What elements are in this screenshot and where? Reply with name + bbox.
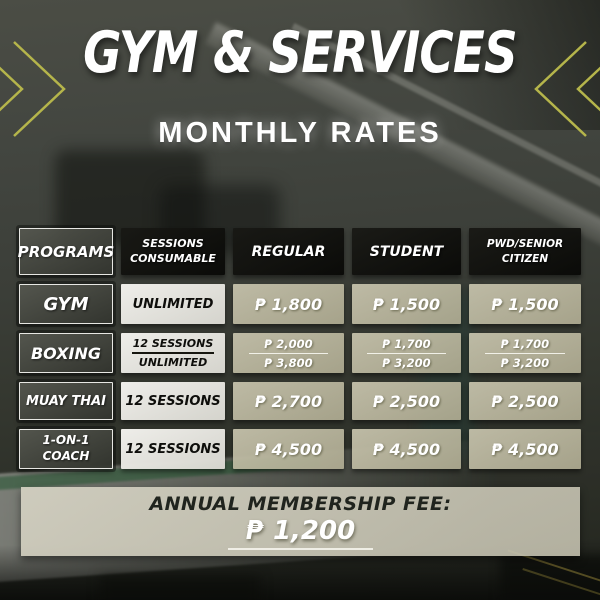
bg-equipment-silhouette-2 xyxy=(100,576,260,600)
divider xyxy=(132,352,214,354)
muay-thai-student-price: ₱ 2,500 xyxy=(352,382,461,420)
divider xyxy=(248,352,329,354)
chevrons-left-icon xyxy=(534,41,600,137)
divider xyxy=(367,352,446,354)
bg-equipment-silhouette xyxy=(500,555,600,600)
muay-thai-sessions: 12 SESSIONS xyxy=(121,382,225,420)
coach-pwd-price: ₱ 4,500 xyxy=(469,429,581,469)
annual-fee-banner: ANNUAL MEMBERSHIP FEE: ₱ 1,200 xyxy=(21,487,580,556)
boxing-sessions-tier1: 12 SESSIONS xyxy=(132,337,214,350)
gym-student-price: ₱ 1,500 xyxy=(352,284,461,324)
program-boxing: BOXING xyxy=(19,333,113,373)
boxing-pwd-price: ₱ 1,700 ₱ 3,200 xyxy=(469,333,581,373)
poster-title: GYM & SERVICES xyxy=(83,20,518,86)
boxing-student-price: ₱ 1,700 ₱ 3,200 xyxy=(352,333,461,373)
coach-regular-price: ₱ 4,500 xyxy=(233,429,344,469)
header-regular: REGULAR xyxy=(233,228,344,275)
header-pwd-senior: PWD/SENIOR CITIZEN xyxy=(469,228,581,275)
poster-subtitle: MONTHLY RATES xyxy=(158,117,442,149)
boxing-regular-price: ₱ 2,000 ₱ 3,800 xyxy=(233,333,344,373)
boxing-student-tier2: ₱ 3,200 xyxy=(382,355,431,370)
header-sessions-consumable: SESSIONS CONSUMABLE xyxy=(121,228,225,275)
boxing-sessions: 12 SESSIONS UNLIMITED xyxy=(121,333,225,373)
boxing-regular-tier1: ₱ 2,000 xyxy=(264,336,313,351)
header-programs: PROGRAMS xyxy=(18,228,114,275)
gym-pwd-price: ₱ 1,500 xyxy=(469,284,581,324)
boxing-sessions-tier2: UNLIMITED xyxy=(138,356,208,369)
divider xyxy=(484,352,566,354)
boxing-pwd-tier2: ₱ 3,200 xyxy=(500,355,550,370)
muay-thai-regular-price: ₱ 2,700 xyxy=(233,382,344,420)
program-1on1-coach: 1-ON-1 COACH xyxy=(19,429,113,469)
coach-sessions: 12 SESSIONS xyxy=(121,429,225,469)
annual-fee-label: ANNUAL MEMBERSHIP FEE: xyxy=(149,493,452,515)
program-muay-thai: MUAY THAI xyxy=(19,382,113,420)
coach-student-price: ₱ 4,500 xyxy=(352,429,461,469)
gym-regular-price: ₱ 1,800 xyxy=(233,284,344,324)
chevrons-right-icon xyxy=(0,41,66,137)
muay-thai-pwd-price: ₱ 2,500 xyxy=(469,382,581,420)
boxing-pwd-tier1: ₱ 1,700 xyxy=(500,336,550,351)
gym-sessions: UNLIMITED xyxy=(121,284,225,324)
annual-fee-value: ₱ 1,200 xyxy=(227,516,374,550)
header-student: STUDENT xyxy=(352,228,461,275)
boxing-regular-tier2: ₱ 3,800 xyxy=(264,355,313,370)
bg-ceiling-shadow xyxy=(320,0,600,130)
program-gym: GYM xyxy=(19,284,113,324)
rates-table: PROGRAMS SESSIONS CONSUMABLE REGULAR STU… xyxy=(18,228,581,469)
boxing-student-tier1: ₱ 1,700 xyxy=(382,336,431,351)
